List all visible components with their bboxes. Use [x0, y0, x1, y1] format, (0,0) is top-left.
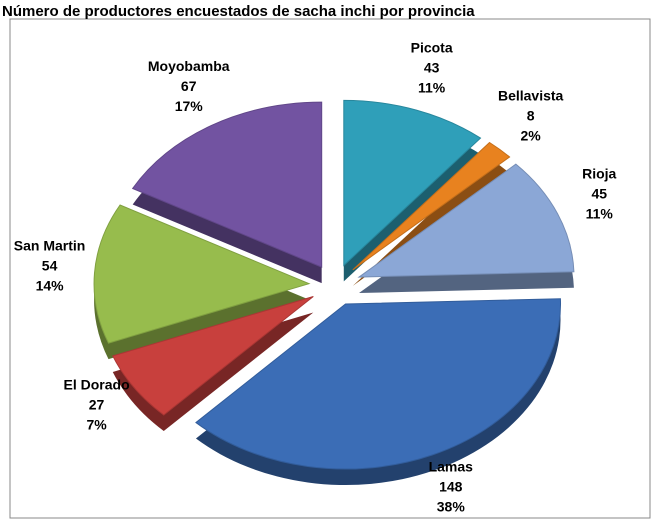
- data-label: Picota 43 11%: [411, 39, 453, 95]
- data-label: Lamas 148 38%: [429, 458, 474, 514]
- slice: [93, 204, 311, 344]
- data-label-line: 27: [89, 397, 105, 413]
- data-label: El Dorado 27 7%: [64, 377, 130, 433]
- data-label-line: 11%: [586, 206, 614, 222]
- data-label-line: 14%: [36, 278, 65, 294]
- data-label-line: Picota: [411, 39, 453, 55]
- data-label-line: Bellavista: [498, 87, 564, 103]
- data-label-line: 8: [527, 107, 535, 123]
- data-label-line: 54: [42, 258, 58, 274]
- slice: [131, 101, 323, 268]
- slice: [195, 298, 561, 470]
- data-label-line: 11%: [418, 79, 446, 95]
- data-label-line: 67: [181, 78, 197, 94]
- data-label-line: 43: [424, 59, 440, 75]
- data-label-line: 148: [439, 478, 463, 494]
- data-label-line: 17%: [175, 98, 204, 114]
- data-label: San Martin 54 14%: [14, 238, 86, 294]
- data-label-line: 45: [591, 186, 607, 202]
- data-label-line: Lamas: [429, 458, 474, 474]
- data-label: Rioja 45 11%: [582, 166, 616, 222]
- data-label-line: 38%: [437, 498, 466, 514]
- chart-title: Número de productores encuestados de sac…: [2, 3, 475, 20]
- data-label-line: Rioja: [582, 166, 616, 182]
- slice: [352, 141, 511, 271]
- data-label-line: Moyobamba: [148, 58, 230, 74]
- slice: [357, 163, 575, 278]
- slice: [112, 296, 314, 416]
- data-label: Bellavista 8 2%: [498, 87, 564, 143]
- data-label: Moyobamba 67 17%: [148, 58, 230, 114]
- data-label-line: San Martin: [14, 238, 86, 254]
- data-label-line: 2%: [521, 127, 542, 143]
- data-label-line: El Dorado: [64, 377, 130, 393]
- data-label-line: 7%: [86, 417, 107, 433]
- slice: [343, 99, 482, 267]
